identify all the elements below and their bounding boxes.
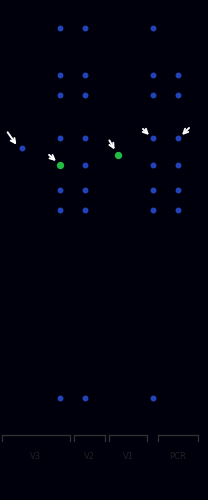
Point: [83, 91, 87, 99]
Point: [58, 206, 62, 214]
Point: [83, 24, 87, 32]
Point: [58, 161, 62, 169]
Point: [151, 161, 155, 169]
Point: [58, 24, 62, 32]
Point: [83, 206, 87, 214]
Point: [151, 134, 155, 142]
Point: [176, 206, 180, 214]
Point: [83, 71, 87, 79]
Point: [83, 394, 87, 402]
Point: [116, 151, 120, 159]
Point: [176, 161, 180, 169]
Point: [151, 71, 155, 79]
Point: [58, 71, 62, 79]
Point: [58, 394, 62, 402]
Point: [151, 91, 155, 99]
Point: [151, 394, 155, 402]
Text: V1: V1: [123, 452, 134, 461]
Point: [58, 186, 62, 194]
Point: [176, 186, 180, 194]
Point: [83, 161, 87, 169]
Point: [176, 134, 180, 142]
Text: V3: V3: [30, 452, 42, 461]
Point: [151, 206, 155, 214]
Point: [83, 186, 87, 194]
Text: PCR: PCR: [170, 452, 186, 461]
Text: V2: V2: [84, 452, 95, 461]
Point: [58, 91, 62, 99]
Point: [20, 144, 24, 152]
Point: [176, 71, 180, 79]
Point: [151, 24, 155, 32]
Point: [58, 134, 62, 142]
Point: [151, 186, 155, 194]
Point: [83, 134, 87, 142]
Point: [176, 91, 180, 99]
